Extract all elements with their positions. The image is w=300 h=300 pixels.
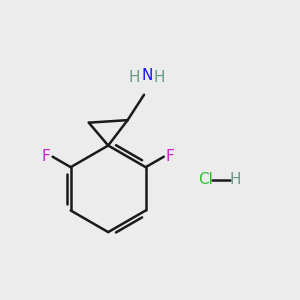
- Text: Cl: Cl: [198, 172, 213, 188]
- Text: H: H: [230, 172, 241, 188]
- Text: N: N: [141, 68, 152, 82]
- Text: F: F: [42, 149, 50, 164]
- Text: H: H: [128, 70, 140, 85]
- Text: H: H: [154, 70, 165, 85]
- Text: F: F: [166, 149, 175, 164]
